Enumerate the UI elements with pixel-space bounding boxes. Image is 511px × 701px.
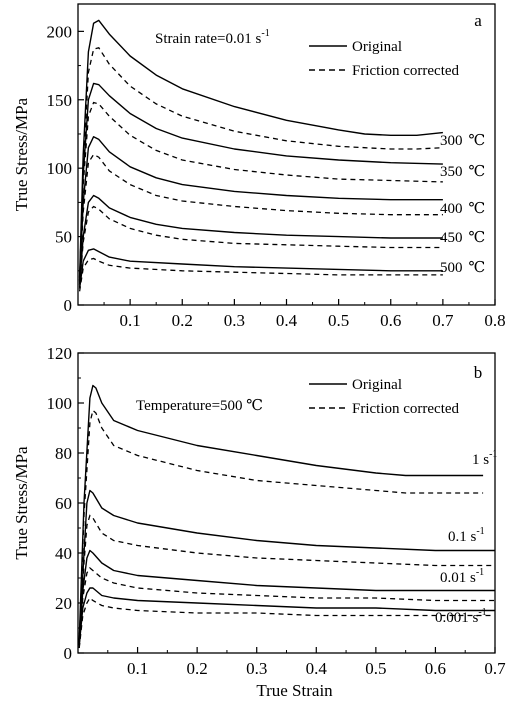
- curve-label-unit: ℃: [469, 133, 486, 149]
- y-tick-label: 0: [64, 296, 73, 315]
- series-line-original: [78, 248, 443, 289]
- y-tick-label: 20: [55, 594, 72, 613]
- x-tick-label: 0.3: [246, 659, 267, 678]
- y-tick-label: 80: [55, 444, 72, 463]
- x-tick-label: 0.1: [127, 659, 148, 678]
- series-line-corrected: [78, 514, 495, 646]
- series-line-corrected: [78, 47, 443, 281]
- legend-label: Friction corrected: [352, 401, 460, 417]
- x-tick-label: 0.2: [187, 659, 208, 678]
- series-line-original: [78, 135, 443, 282]
- x-tick-label: 0.7: [432, 311, 454, 330]
- curve-label-unit: ℃: [469, 201, 486, 217]
- x-axis-label: True Strain: [256, 681, 333, 700]
- y-tick-label: 40: [55, 544, 72, 563]
- legend-label: Original: [352, 377, 402, 393]
- plot-frame: [77, 3, 496, 306]
- series-line-corrected: [78, 205, 443, 288]
- series-line-original: [78, 19, 443, 278]
- x-tick-label: 0.4: [276, 311, 298, 330]
- y-tick-label: 100: [47, 394, 73, 413]
- series-line-original: [78, 587, 495, 646]
- series-line-original: [78, 194, 443, 285]
- legend-label: Friction corrected: [352, 63, 460, 79]
- curve-label: 400 ℃: [440, 201, 485, 217]
- series-line-corrected: [78, 567, 495, 649]
- series-line-original: [78, 549, 495, 646]
- curve-label-superscript: -1: [478, 607, 486, 618]
- y-axis-label: True Stress/MPa: [12, 97, 31, 211]
- series-line-original: [78, 489, 495, 644]
- panel-letter: b: [474, 363, 483, 382]
- condition-annotation: Temperature=500 ℃: [136, 398, 263, 414]
- series-line-corrected: [78, 409, 484, 644]
- curve-label-unit: ℃: [469, 164, 486, 180]
- y-tick-label: 200: [47, 22, 73, 41]
- x-tick-label: 0.8: [484, 311, 505, 330]
- panel-b-chart: 0.1 0.2 0.3 0.4 0.5 0.6 0.7 0 20 40 60 80 100 120 True…: [12, 344, 506, 700]
- x-tick-label: 0.3: [224, 311, 245, 330]
- x-tick-label: 0.2: [172, 311, 193, 330]
- curve-label: 1 s-1: [472, 449, 497, 468]
- curve-label: 0.1 s-1: [448, 526, 485, 545]
- y-tick-label: 50: [55, 228, 72, 247]
- curve-label: 0.001 s-1: [435, 607, 487, 626]
- panel-a-chart: 0.1 0.2 0.3 0.4 0.5 0.6 0.7 0.8 0 50 100 150 200 True…: [12, 3, 506, 330]
- series-line-corrected: [78, 597, 495, 649]
- x-tick-label: 0.6: [380, 311, 401, 330]
- curve-label-superscript: -1: [476, 567, 484, 578]
- x-tick-label: 0.5: [365, 659, 386, 678]
- series-line-corrected: [78, 101, 443, 284]
- condition-annotation: Strain rate=0.01 s-1: [155, 28, 270, 47]
- curve-label: 450 ℃: [440, 230, 485, 246]
- series-line-corrected: [78, 153, 443, 285]
- curve-label-unit: ℃: [469, 230, 486, 246]
- curve-label-superscript: -1: [476, 526, 484, 537]
- curve-label-unit: ℃: [469, 260, 486, 276]
- annotation-superscript: -1: [261, 28, 269, 39]
- series-line-original: [78, 82, 443, 281]
- curve-label: 300 ℃: [440, 133, 485, 149]
- y-tick-label: 60: [55, 494, 72, 513]
- y-tick-label: 150: [47, 91, 73, 110]
- x-tick-label: 0.6: [425, 659, 446, 678]
- y-axis-label: True Stress/MPa: [12, 446, 31, 560]
- panel-letter: a: [474, 11, 482, 30]
- curve-label-superscript: -1: [489, 449, 497, 460]
- series-line-original: [78, 384, 484, 641]
- legend-label: Original: [352, 39, 402, 55]
- x-tick-label: 0.1: [120, 311, 141, 330]
- y-tick-label: 120: [47, 344, 73, 363]
- y-tick-label: 0: [64, 644, 73, 663]
- curve-label: 350 ℃: [440, 164, 485, 180]
- y-tick-label: 100: [47, 159, 73, 178]
- curve-label: 0.01 s-1: [440, 567, 484, 586]
- curve-label: 500 ℃: [440, 260, 485, 276]
- series-line-corrected: [78, 257, 443, 292]
- x-tick-label: 0.7: [484, 659, 506, 678]
- x-tick-label: 0.4: [306, 659, 328, 678]
- x-tick-label: 0.5: [328, 311, 349, 330]
